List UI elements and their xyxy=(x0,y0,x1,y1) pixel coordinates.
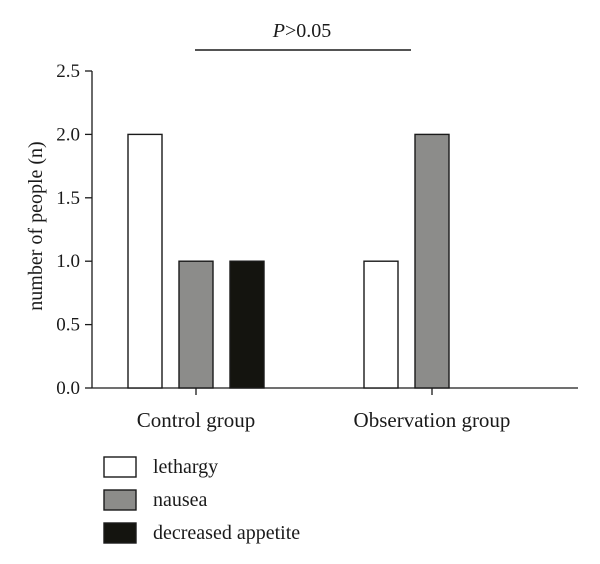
bar-decreased-appetite-0 xyxy=(229,260,265,389)
y-tick-label-5: 2.5 xyxy=(56,61,80,82)
y-tick-label-1: 0.5 xyxy=(56,315,80,336)
bar-lethargy-0 xyxy=(127,133,163,389)
x-tick-label-1: Observation group xyxy=(354,408,511,432)
p-threshold: >0.05 xyxy=(285,20,331,42)
legend-swatch-nausea xyxy=(103,489,137,511)
legend-label-lethargy: lethargy xyxy=(153,456,218,478)
p-symbol: P xyxy=(272,20,285,42)
legend-swatch-lethargy xyxy=(103,456,137,478)
bars xyxy=(127,133,450,389)
y-tick-label-4: 2.0 xyxy=(56,124,80,145)
x-tick-label-0: Control group xyxy=(137,408,255,432)
y-tick-label-3: 1.5 xyxy=(56,188,80,209)
y-axis: 0.0 0.5 1.0 1.5 2.0 2.5 xyxy=(56,61,93,399)
bar-nausea-1 xyxy=(414,133,450,389)
bar-nausea-0 xyxy=(178,260,214,389)
y-tick-label-2: 1.0 xyxy=(56,251,80,272)
y-axis-title: number of people (n) xyxy=(25,141,47,310)
x-axis: Control group Observation group xyxy=(92,387,578,432)
legend-label-nausea: nausea xyxy=(153,489,208,511)
legend-label-decreased-appetite: decreased appetite xyxy=(153,522,300,544)
significance-annotation: P>0.05 xyxy=(195,20,411,51)
legend: lethargy nausea decreased appetite xyxy=(103,456,300,544)
y-tick-label-0: 0.0 xyxy=(56,378,80,399)
bar-lethargy-1 xyxy=(363,260,399,389)
significance-label: P>0.05 xyxy=(272,20,332,42)
legend-swatch-decreased-appetite xyxy=(103,522,137,544)
